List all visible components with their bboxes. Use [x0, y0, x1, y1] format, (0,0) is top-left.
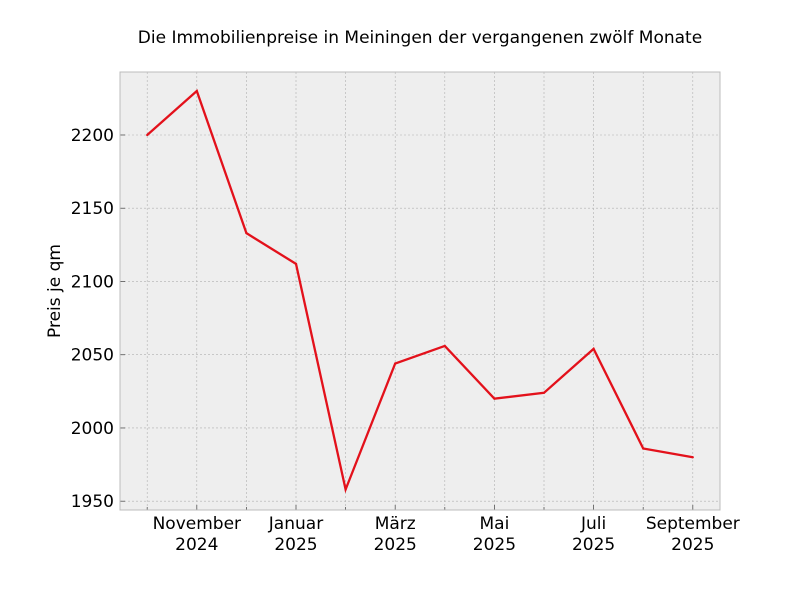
data-point: [344, 488, 347, 491]
axis-ticks: [120, 134, 694, 510]
x-tick-label-year: 2025: [572, 535, 615, 555]
data-point: [245, 232, 248, 235]
data-point: [394, 362, 397, 365]
x-tick-label: September: [646, 514, 740, 534]
y-tick-labels: 1950 2000 2050 2100 2150 2200: [71, 126, 114, 512]
data-point: [493, 397, 496, 400]
data-point: [642, 447, 645, 450]
data-point: [195, 89, 198, 93]
y-tick-label: 2100: [71, 272, 114, 292]
grid: [120, 72, 720, 510]
y-tick-label: 1950: [71, 492, 114, 512]
data-point: [542, 391, 546, 394]
chart-title: Die Immobilienpreise in Meiningen der ve…: [138, 28, 702, 48]
x-tick-label-year: 2025: [473, 535, 516, 555]
y-tick-label: 2200: [71, 126, 114, 146]
data-point: [443, 344, 446, 348]
data-point: [691, 456, 694, 459]
data-point: [294, 262, 298, 265]
x-tick-label-year: 2025: [671, 535, 714, 555]
y-tick-label: 2000: [71, 419, 114, 439]
plot-frame: [119, 71, 721, 511]
series-layer: [146, 89, 694, 494]
x-tick-label: Juli: [580, 514, 606, 534]
x-tick-label: Januar: [268, 514, 323, 534]
x-tick-label-year: 2025: [274, 535, 317, 555]
x-tick-label: November: [153, 514, 241, 534]
data-point: [146, 133, 149, 137]
y-axis-label: Preis je qm: [45, 244, 65, 338]
y-tick-label: 2150: [71, 199, 114, 219]
y-tick-label: 2050: [71, 346, 114, 366]
data-point: [592, 347, 595, 350]
price-line: [146, 89, 694, 494]
x-tick-label-year: 2025: [374, 535, 417, 555]
x-tick-label-year: 2024: [175, 535, 218, 555]
x-tick-label: Mai: [479, 514, 509, 534]
plot-area: [120, 72, 720, 510]
x-tick-label: März: [375, 514, 416, 534]
x-tick-labels: November2024Januar2025März2025Mai2025Jul…: [153, 514, 740, 555]
